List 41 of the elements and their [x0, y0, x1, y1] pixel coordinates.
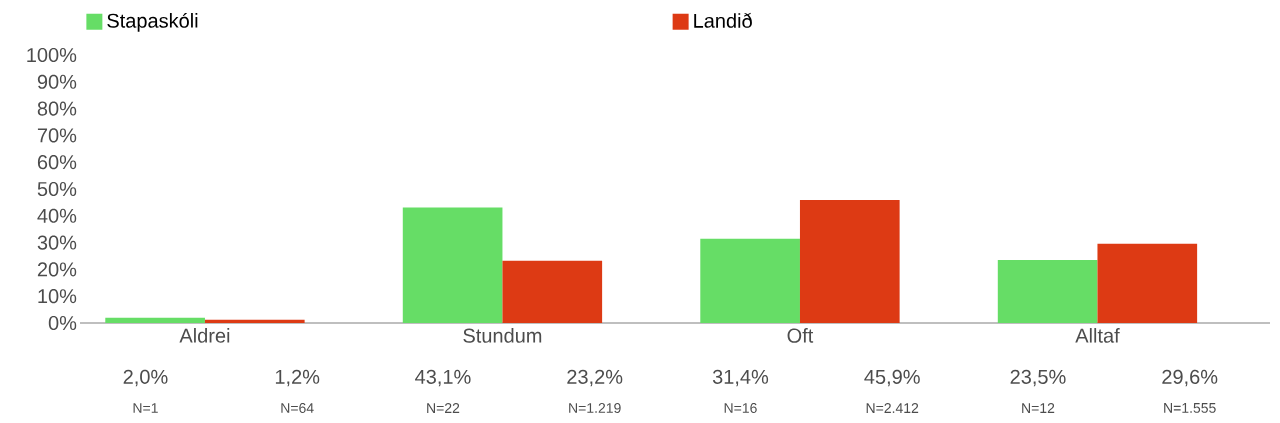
- data-label: 43,1%: [415, 369, 471, 387]
- y-tick-label: 100%: [27, 47, 77, 63]
- bar: [700, 238, 800, 323]
- bar: [1097, 243, 1198, 323]
- bar: [799, 199, 900, 323]
- y-tick-label: 0%: [48, 315, 77, 331]
- bar: [402, 207, 503, 323]
- x-tick-label: Aldrei: [179, 328, 230, 343]
- y-tick-label: 60%: [37, 155, 77, 170]
- y-tick-label: 30%: [37, 235, 77, 250]
- x-tick-label: Stundum: [463, 328, 542, 343]
- data-label: 2,0%: [123, 369, 168, 387]
- y-tick-label: 20%: [37, 262, 77, 277]
- text: N=1: [133, 403, 158, 413]
- y-tick-label: 10%: [38, 289, 77, 304]
- x-tick-label: Oft: [787, 328, 814, 343]
- legend-label: Stapaskóli: [107, 12, 198, 32]
- data-label: 45,9%: [864, 369, 920, 387]
- text: N=1.555: [1164, 403, 1216, 413]
- legend-label: Landið: [694, 12, 752, 28]
- data-label: 23,5%: [1010, 369, 1066, 387]
- bar: [997, 260, 1098, 323]
- text: N=1.219: [569, 403, 621, 413]
- bar: [502, 260, 603, 323]
- data-label: 31,4%: [712, 369, 769, 387]
- text: N=22: [427, 403, 460, 413]
- text: N=16: [724, 403, 757, 413]
- bar: [204, 319, 305, 323]
- bar: [105, 317, 205, 323]
- text: N=2.412: [866, 403, 919, 413]
- data-label: 1,2%: [275, 369, 320, 387]
- y-tick-label: 40%: [37, 208, 77, 223]
- y-tick-label: 90%: [37, 74, 77, 89]
- y-tick-label: 80%: [37, 101, 77, 116]
- x-tick-label: Alltaf: [1075, 328, 1120, 343]
- data-label: 23,2%: [567, 369, 623, 387]
- data-label: 29,6%: [1162, 369, 1218, 387]
- y-tick-label: 50%: [37, 181, 77, 197]
- y-tick-label: 70%: [37, 128, 77, 143]
- text: N=12: [1022, 403, 1055, 413]
- text: N=64: [281, 403, 314, 413]
